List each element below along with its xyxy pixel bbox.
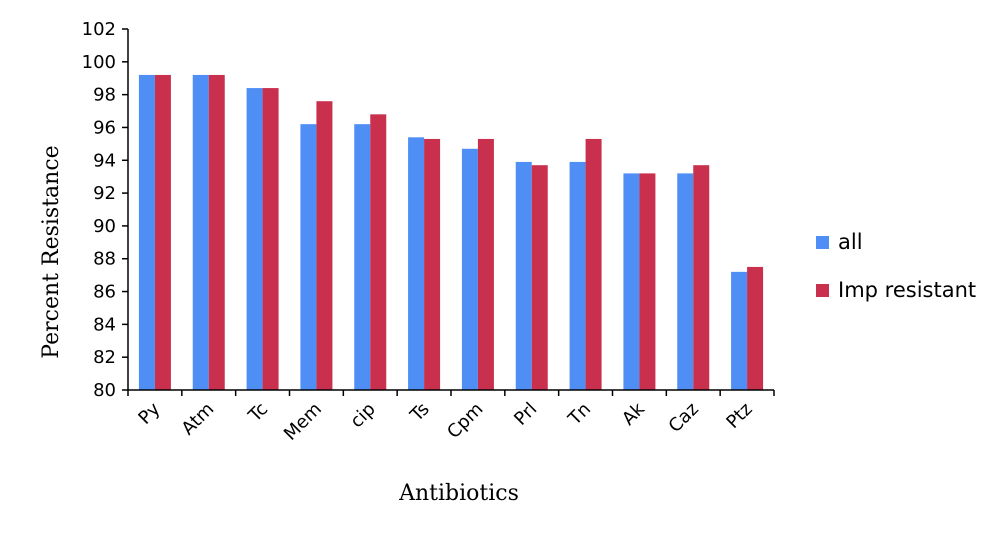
x-tick-label: Tc (244, 399, 272, 427)
y-tick-label: 96 (93, 117, 116, 138)
bar-imp-resistant-prl (531, 165, 548, 390)
y-tick-label: 82 (93, 347, 116, 368)
bars-layer (138, 74, 764, 390)
bar-all-ptz (731, 271, 748, 390)
legend-label-all: all (838, 230, 863, 254)
bar-imp-resistant-caz (693, 165, 710, 390)
bar-imp-resistant-tc (262, 88, 279, 390)
x-axis-title: Antibiotics (398, 481, 519, 506)
bar-all-cpm (461, 148, 478, 390)
x-tick-label: Ts (406, 399, 434, 427)
axes-layer (122, 28, 775, 396)
bar-all-cip (354, 124, 371, 390)
x-tick-label: Cpm (443, 399, 487, 443)
bar-all-caz (677, 173, 694, 390)
bar-imp-resistant-cip (370, 114, 387, 390)
x-tick-label: Ptz (722, 399, 756, 433)
bar-all-tn (569, 161, 586, 390)
bar-all-ts (408, 137, 425, 390)
y-tick-label: 102 (82, 19, 116, 40)
y-tick-label: 100 (82, 52, 116, 73)
y-tick-label: 90 (93, 216, 116, 237)
legend-swatch-imp-resistant (816, 284, 829, 297)
bar-all-atm (192, 74, 209, 390)
y-tick-label: 88 (93, 249, 116, 270)
bar-imp-resistant-tn (585, 138, 602, 390)
bar-imp-resistant-ts (424, 138, 441, 390)
y-tick-label: 94 (93, 150, 116, 171)
x-tick-label: Prl (510, 399, 541, 430)
legend-label-imp-resistant: Imp resistant (838, 278, 976, 302)
x-tick-labels: Py Atm Tc Mem cip Ts Cpm Prl Tn Ak Caz Ptz (134, 398, 756, 444)
x-tick-label: Caz (665, 399, 703, 437)
y-tick-label: 80 (93, 380, 116, 401)
y-tick-label: 84 (93, 314, 116, 335)
bar-all-tc (246, 88, 263, 390)
y-tick-label: 92 (93, 183, 116, 204)
x-tick-label: Atm (178, 399, 219, 440)
x-tick-label: Py (134, 398, 164, 428)
x-tick-label: Mem (280, 399, 326, 445)
bar-all-mem (300, 124, 317, 390)
bar-imp-resistant-py (154, 74, 171, 390)
bar-imp-resistant-mem (316, 101, 333, 390)
y-tick-label: 98 (93, 85, 116, 106)
y-axis-title: Percent Resistance (39, 145, 64, 358)
x-tick-label: Tn (564, 399, 595, 430)
x-tick-label: cip (346, 399, 379, 432)
y-tick-labels: 80 82 84 86 88 90 92 94 96 98 100 102 (82, 19, 116, 401)
bar-all-ak (623, 173, 640, 390)
bar-all-prl (515, 161, 532, 390)
bar-imp-resistant-cpm (477, 138, 494, 390)
legend: all Imp resistant (816, 230, 976, 302)
bar-all-py (138, 74, 155, 390)
bar-imp-resistant-atm (208, 74, 225, 390)
bar-imp-resistant-ptz (747, 266, 764, 390)
x-tick-label: Ak (618, 398, 649, 429)
legend-swatch-all (816, 236, 829, 249)
bar-imp-resistant-ak (639, 173, 656, 390)
y-tick-label: 86 (93, 282, 116, 303)
